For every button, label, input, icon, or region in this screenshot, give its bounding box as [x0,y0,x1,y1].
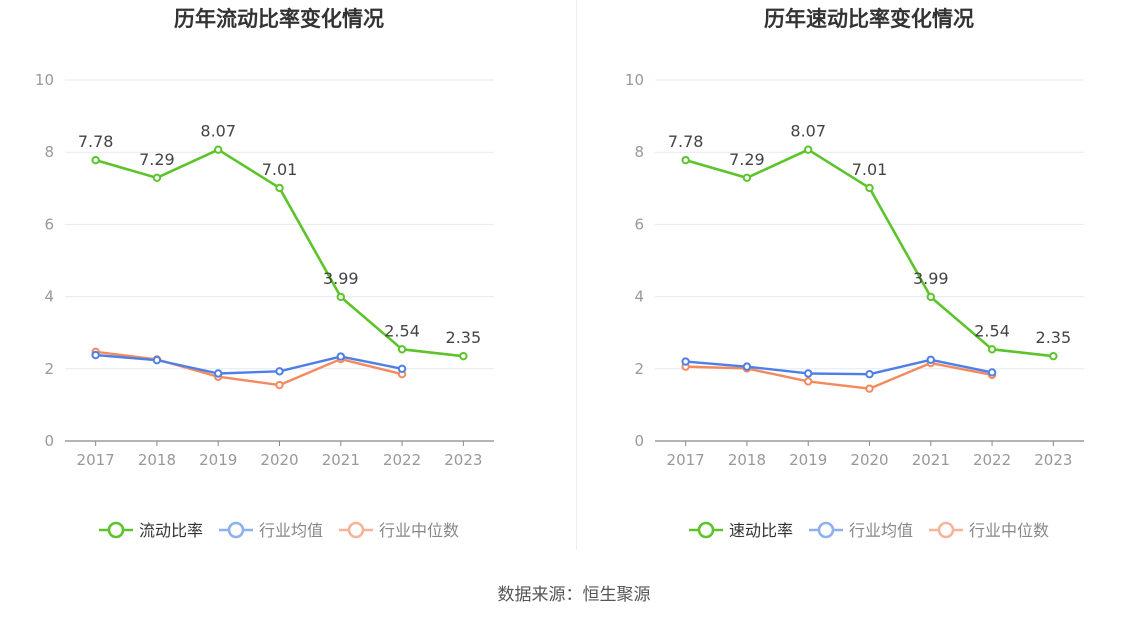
data-label: 2.54 [384,321,420,340]
data-point [459,351,468,361]
data-point [397,364,407,373]
data-point [336,292,345,302]
legend-label: 行业均值 [259,521,323,540]
data-point [804,145,813,154]
legend-marker [107,521,125,539]
data-point [865,183,874,193]
data-point [865,384,874,393]
series-line-3 [685,361,993,390]
x-tick-label: 2023 [444,451,482,469]
data-point [987,368,997,377]
data-label: 3.99 [323,269,359,288]
data-point [681,155,690,165]
data-point [742,362,752,371]
data-label: 7.29 [139,150,175,169]
data-label: 2.35 [446,328,482,347]
legend-marker [347,521,365,539]
y-tick-label: 4 [44,288,54,306]
data-point [681,357,690,366]
x-tick-label: 2018 [728,451,766,469]
data-point [926,292,935,302]
data-point [152,355,162,365]
legend-label: 行业中位数 [969,521,1049,540]
data-point [91,155,100,165]
x-tick-label: 2017 [77,451,115,469]
x-tick-label: 2018 [138,451,176,469]
y-tick-label: 4 [634,288,644,306]
data-label: 2.35 [1036,328,1072,347]
y-tick-label: 0 [634,432,644,450]
x-tick-label: 2019 [199,451,237,469]
x-tick-label: 2017 [667,451,705,469]
x-tick-label: 2022 [383,451,421,469]
x-tick-label: 2023 [1034,451,1072,469]
x-tick-label: 2022 [973,451,1011,469]
legend-label: 行业中位数 [379,521,459,540]
x-tick-label: 2020 [260,451,298,469]
legend-label: 流动比率 [139,521,203,540]
y-tick-label: 10 [35,71,54,89]
chart-panel-1: 历年流动比率变化情况 0 2 4 6 8 10 2017 2018 2019 2020 2021 202… [35,7,494,540]
data-label: 7.78 [78,132,114,151]
data-label: 8.07 [200,122,236,141]
x-tick-label: 2021 [912,451,950,469]
data-label: 7.29 [729,150,765,169]
data-point [275,367,284,376]
chart-title: 历年速动比率变化情况 [764,7,974,31]
series-line-2 [685,358,993,376]
data-source-note: 数据来源：恒生聚源 [497,585,651,605]
series-line-2 [95,353,403,375]
data-point [926,355,935,364]
legend-label: 行业均值 [849,521,913,540]
data-point [397,345,407,354]
y-tick-label: 10 [625,71,644,89]
data-point [275,380,284,390]
x-tick-label: 2021 [322,451,360,469]
data-point [91,350,100,360]
x-tick-label: 2019 [789,451,827,469]
data-point [152,173,162,183]
data-point [865,370,874,379]
data-label: 7.78 [668,132,704,151]
legend-marker [697,521,715,539]
y-tick-label: 6 [44,215,54,233]
x-tick-label: 2020 [850,451,888,469]
data-point [214,369,223,378]
y-tick-label: 2 [634,360,644,378]
data-label: 7.01 [262,160,298,179]
y-tick-label: 2 [44,360,54,378]
data-label: 3.99 [913,269,949,288]
chart-title: 历年流动比率变化情况 [174,7,384,31]
data-label: 2.54 [974,321,1010,340]
y-tick-label: 8 [44,143,54,161]
data-point [275,183,284,193]
y-tick-label: 6 [634,215,644,233]
legend-label: 速动比率 [729,521,793,540]
chart-panel-2: 历年速动比率变化情况 0 2 4 6 8 10 2017 2018 2019 2020 2021 202… [625,7,1084,540]
data-point [742,173,752,183]
y-tick-label: 8 [634,143,644,161]
data-point [336,352,345,361]
data-point [214,145,223,154]
data-point [804,369,813,378]
legend-marker [937,521,955,539]
data-label: 8.07 [790,122,826,141]
data-point [804,377,813,386]
legend-marker [227,521,245,539]
data-point [987,345,997,354]
panel-divider [576,0,577,550]
data-label: 7.01 [852,160,888,179]
legend-marker [817,521,835,539]
data-point [1049,351,1058,361]
y-tick-label: 0 [44,432,54,450]
